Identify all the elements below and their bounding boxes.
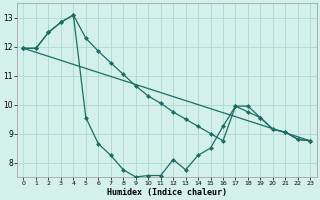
X-axis label: Humidex (Indice chaleur): Humidex (Indice chaleur) [107,188,227,197]
